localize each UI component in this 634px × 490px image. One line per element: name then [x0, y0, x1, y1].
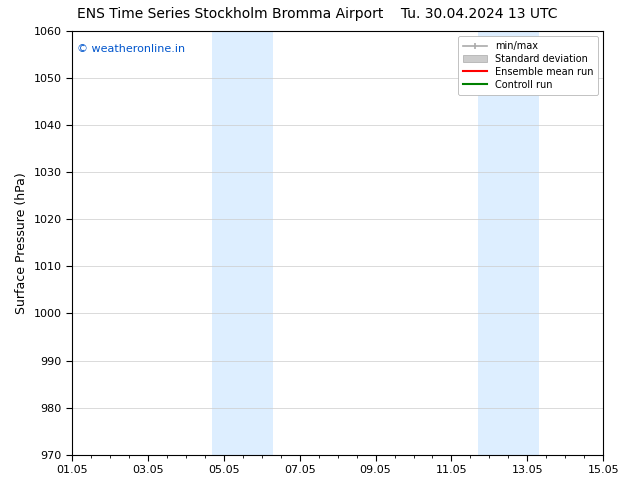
Text: ENS Time Series Stockholm Bromma Airport    Tu. 30.04.2024 13 UTC: ENS Time Series Stockholm Bromma Airport…	[77, 7, 557, 22]
Legend: min/max, Standard deviation, Ensemble mean run, Controll run: min/max, Standard deviation, Ensemble me…	[458, 36, 598, 95]
Y-axis label: Surface Pressure (hPa): Surface Pressure (hPa)	[15, 172, 28, 314]
Text: © weatheronline.in: © weatheronline.in	[77, 44, 186, 54]
Bar	[478, 31, 539, 455]
Bar	[212, 31, 273, 455]
